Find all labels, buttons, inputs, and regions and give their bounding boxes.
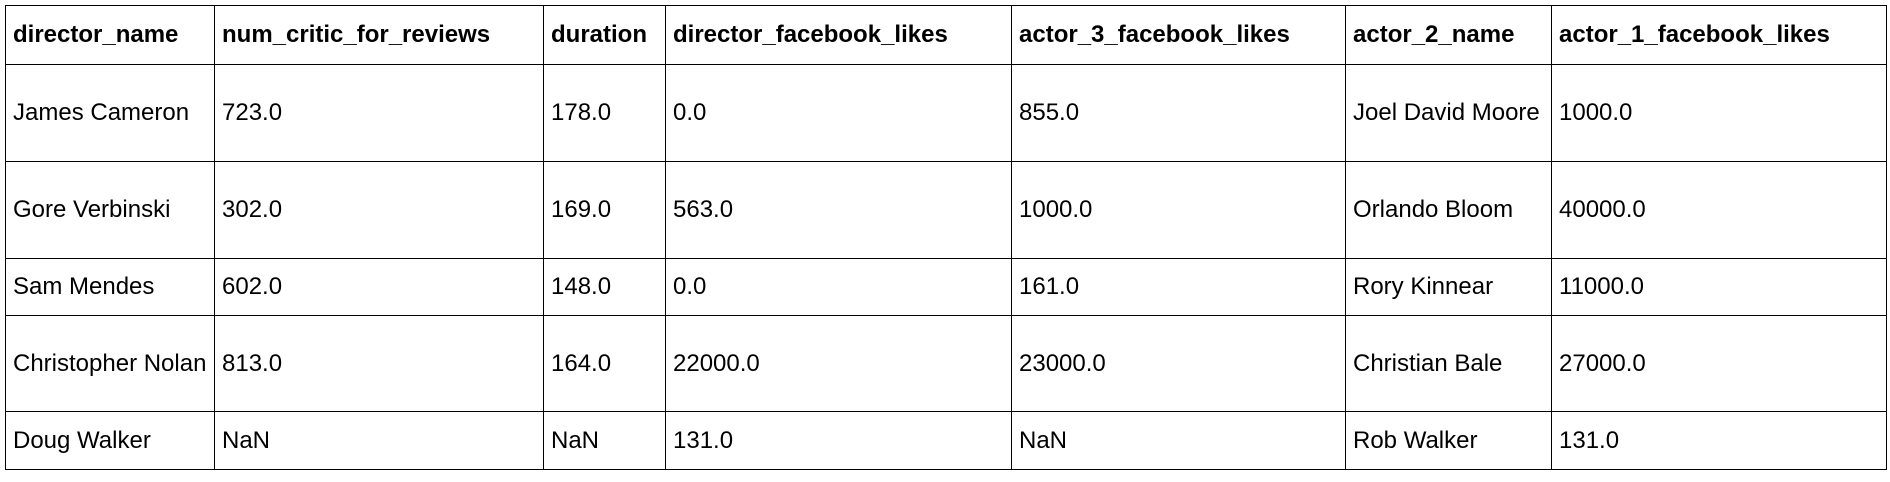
table-cell: NaN bbox=[543, 411, 666, 470]
table-cell: Christian Bale bbox=[1345, 315, 1552, 412]
column-header: director_name bbox=[5, 5, 215, 65]
table-cell: Rory Kinnear bbox=[1345, 258, 1552, 316]
table-cell: 855.0 bbox=[1011, 64, 1346, 162]
table-cell: 723.0 bbox=[214, 64, 544, 162]
column-header: actor_1_facebook_likes bbox=[1551, 5, 1887, 65]
column-header: num_critic_for_reviews bbox=[214, 5, 544, 65]
table-cell: 148.0 bbox=[543, 258, 666, 316]
table-cell: 602.0 bbox=[214, 258, 544, 316]
table-row: Sam Mendes 602.0 148.0 0.0 161.0 Rory Kinnear… bbox=[5, 258, 1887, 316]
table-cell: 27000.0 bbox=[1551, 315, 1887, 412]
table-cell: 11000.0 bbox=[1551, 258, 1887, 316]
column-header: director_facebook_likes bbox=[665, 5, 1012, 65]
table-cell: 1000.0 bbox=[1011, 161, 1346, 259]
table-cell: 40000.0 bbox=[1551, 161, 1887, 259]
table-cell: Rob Walker bbox=[1345, 411, 1552, 470]
table-cell: 161.0 bbox=[1011, 258, 1346, 316]
table-header: director_name num_critic_for_reviews durat… bbox=[5, 5, 1887, 65]
table-cell: Joel David Moore bbox=[1345, 64, 1552, 162]
table-cell: NaN bbox=[214, 411, 544, 470]
table-cell: 813.0 bbox=[214, 315, 544, 412]
table-body: James Cameron 723.0 178.0 0.0 855.0 Joel Davi… bbox=[5, 64, 1887, 470]
table-cell: 0.0 bbox=[665, 258, 1012, 316]
column-header: duration bbox=[543, 5, 666, 65]
data-table: director_name num_critic_for_reviews durat… bbox=[5, 5, 1887, 470]
column-header: actor_3_facebook_likes bbox=[1011, 5, 1346, 65]
table-cell: Christopher Nolan bbox=[5, 315, 215, 412]
table-cell: 131.0 bbox=[1551, 411, 1887, 470]
table-cell: 23000.0 bbox=[1011, 315, 1346, 412]
table-cell: 0.0 bbox=[665, 64, 1012, 162]
table-row: Christopher Nolan 813.0 164.0 22000.0 23000.… bbox=[5, 315, 1887, 412]
table-cell: 178.0 bbox=[543, 64, 666, 162]
table-row: Gore Verbinski 302.0 169.0 563.0 1000.0 Orlan… bbox=[5, 161, 1887, 259]
table-cell: Doug Walker bbox=[5, 411, 215, 470]
header-row: director_name num_critic_for_reviews durat… bbox=[5, 5, 1887, 65]
table-cell: 164.0 bbox=[543, 315, 666, 412]
table-cell: 302.0 bbox=[214, 161, 544, 259]
table-cell: NaN bbox=[1011, 411, 1346, 470]
table-cell: James Cameron bbox=[5, 64, 215, 162]
table-cell: 169.0 bbox=[543, 161, 666, 259]
table-cell: Gore Verbinski bbox=[5, 161, 215, 259]
table-cell: Sam Mendes bbox=[5, 258, 215, 316]
column-header: actor_2_name bbox=[1345, 5, 1552, 65]
table-cell: 563.0 bbox=[665, 161, 1012, 259]
table-row: Doug Walker NaN NaN 131.0 NaN Rob Walker 131.0 bbox=[5, 411, 1887, 470]
table-cell: 1000.0 bbox=[1551, 64, 1887, 162]
table-cell: 22000.0 bbox=[665, 315, 1012, 412]
table-cell: Orlando Bloom bbox=[1345, 161, 1552, 259]
table-row: James Cameron 723.0 178.0 0.0 855.0 Joel Davi… bbox=[5, 64, 1887, 162]
table-cell: 131.0 bbox=[665, 411, 1012, 470]
